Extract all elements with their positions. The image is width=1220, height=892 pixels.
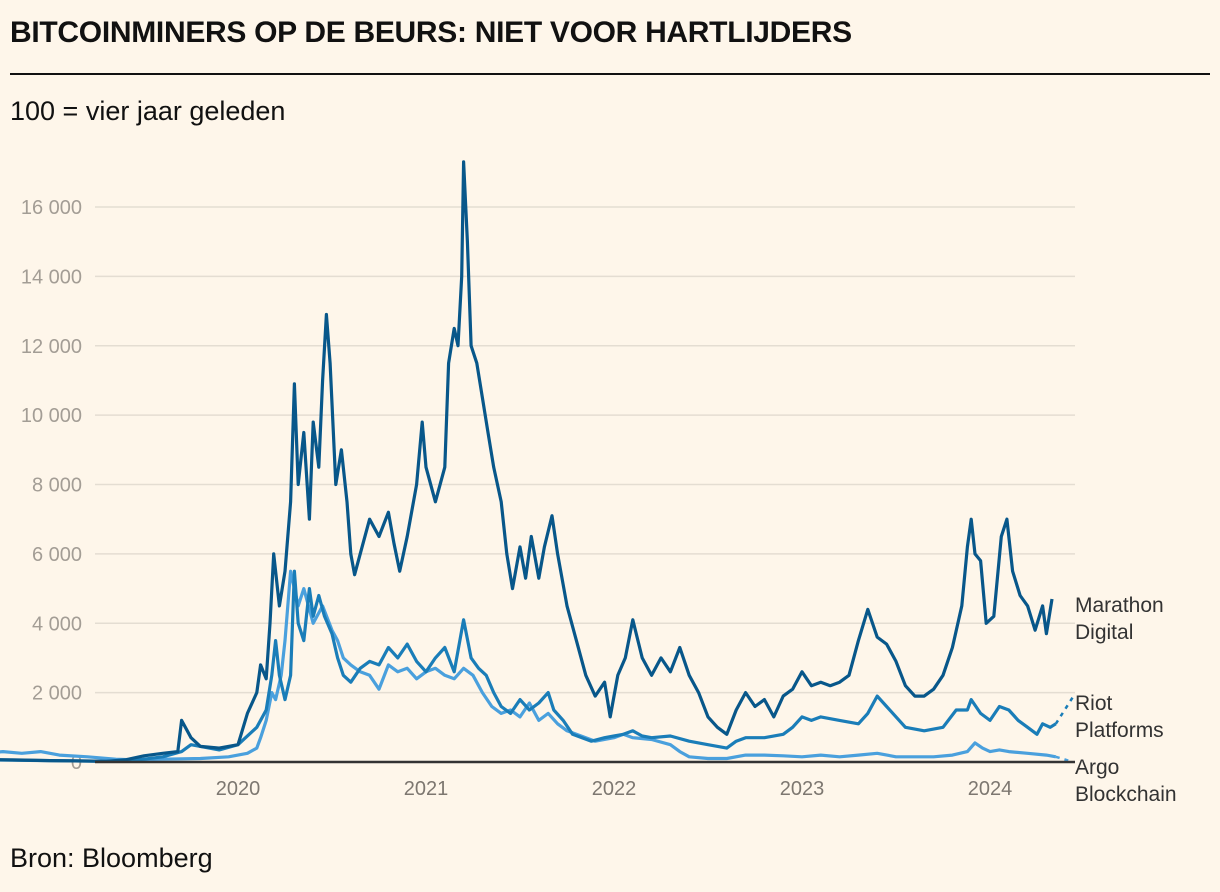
y-tick-label: 6 000: [32, 544, 82, 566]
grid-lines: [95, 206, 1075, 694]
series-labels: Marathon Digital Riot Platforms Argo Blockcha…: [1075, 594, 1177, 806]
y-tick-label: 16 000: [21, 197, 82, 219]
riot-platforms-line: [0, 569, 1057, 763]
x-tick-label: 2024: [968, 778, 1013, 800]
y-tick-label: 2 000: [32, 683, 82, 705]
marathon-digital-line: [0, 160, 1054, 763]
riot-platforms-connector: [1054, 693, 1076, 725]
title-divider: [10, 73, 1210, 75]
x-axis-ticks: 2020 2021 2022 2023 2024: [216, 778, 1013, 800]
y-tick-label: 10 000: [21, 405, 82, 427]
y-tick-label: 14 000: [21, 266, 82, 288]
argo-blockchain-connector: [1055, 755, 1072, 763]
y-tick-label: 8 000: [32, 475, 82, 497]
x-tick-label: 2023: [780, 778, 825, 800]
y-tick-label: 12 000: [21, 336, 82, 358]
x-tick-label: 2020: [216, 778, 261, 800]
x-tick-label: 2022: [592, 778, 637, 800]
y-tick-label: 0: [71, 752, 82, 774]
source-note: Bron: Bloomberg: [10, 843, 213, 873]
chart-title: BITCOINMINERS OP DE BEURS: NIET VOOR HAR…: [10, 16, 852, 49]
argo-blockchain-line: [0, 569, 1057, 762]
x-tick-label: 2021: [404, 778, 449, 800]
series-label-riot-platforms: Riot Platforms: [1075, 692, 1164, 742]
series-lines: [0, 160, 1076, 763]
chart-subtitle: 100 = vier jaar geleden: [10, 96, 286, 126]
y-axis-ticks: 0 2 000 4 000 6 000 8 000 10 000 12 000 14 000 1…: [21, 197, 82, 774]
series-label-marathon-digital: Marathon Digital: [1075, 594, 1164, 644]
series-label-argo-blockchain: Argo Blockchain: [1075, 756, 1177, 806]
y-tick-label: 4 000: [32, 613, 82, 635]
